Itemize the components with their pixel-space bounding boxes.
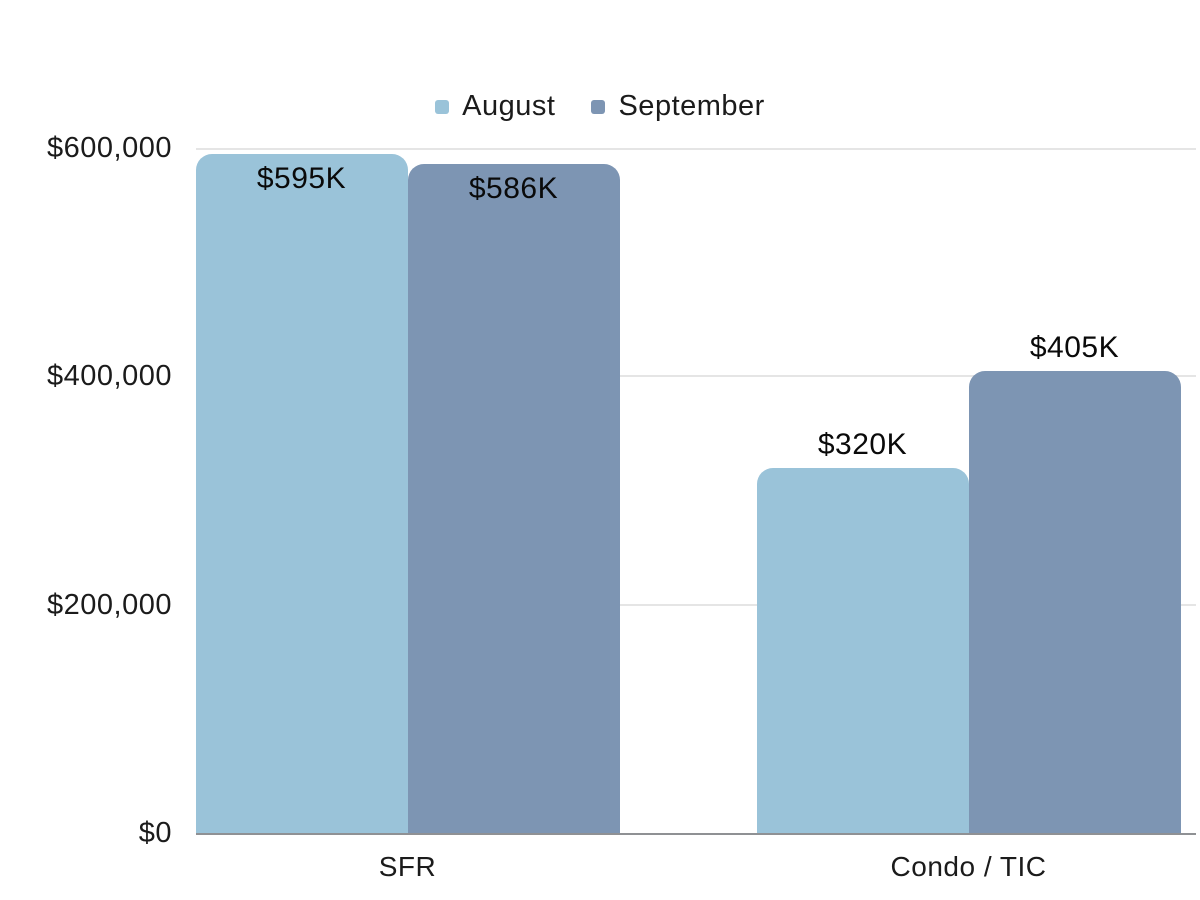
legend-item-august: August — [435, 90, 555, 123]
bar-september-sfr — [407, 163, 620, 833]
bar-value-label: $405K — [1029, 330, 1120, 364]
legend-label-september: September — [618, 90, 765, 122]
y-axis-tick-label: $200,000 — [47, 588, 172, 621]
plot-area: $595K $320K $586K $405K SFR Condo / TIC — [195, 148, 1196, 882]
x-axis-category-label: SFR — [378, 851, 437, 882]
bar-august-sfr — [195, 153, 408, 833]
x-axis-category-label: Condo / TIC — [890, 851, 1047, 882]
y-axis-tick-label: $400,000 — [47, 360, 172, 393]
gridline — [196, 603, 1196, 606]
bar-august-condo-tic — [756, 467, 969, 833]
legend-item-september: September — [591, 90, 764, 123]
bar-value-label: $595K — [256, 161, 347, 195]
gridline — [196, 148, 1196, 150]
legend: August September — [0, 90, 1200, 123]
y-axis-tick-label: $0 — [138, 817, 172, 849]
bar-value-label: $586K — [468, 171, 559, 205]
y-axis-tick-label: $600,000 — [47, 132, 172, 164]
gridline — [196, 375, 1196, 378]
august-swatch-icon — [435, 99, 450, 114]
bar-september-condo-tic — [968, 370, 1181, 833]
september-swatch-icon — [591, 99, 606, 114]
legend-label-august: August — [462, 90, 556, 122]
bar-value-label: $320K — [817, 427, 908, 461]
